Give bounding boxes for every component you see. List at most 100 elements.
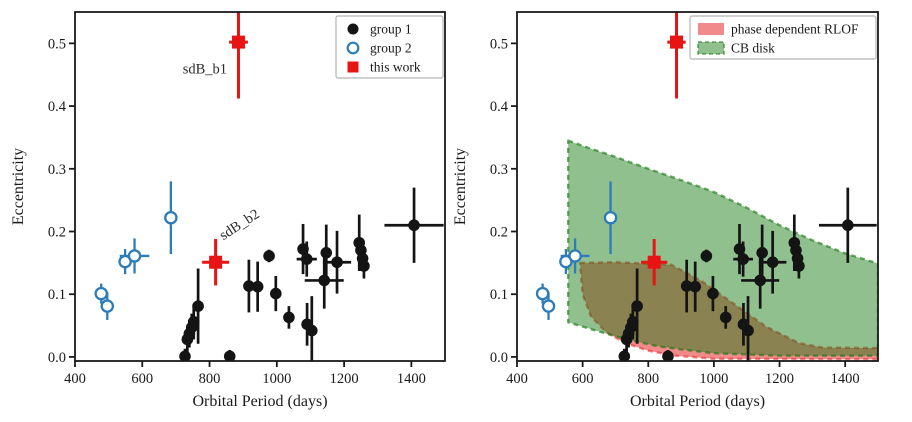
data-point-group2: [535, 286, 550, 301]
data-point-group1: [793, 260, 805, 272]
y-axis-label: Eccentricity: [452, 148, 469, 225]
annotation-sdB_b2: sdB_b2: [217, 206, 263, 244]
series-group-1: [179, 187, 444, 361]
legend-patch-rlof: [698, 23, 724, 35]
data-point-group1: [631, 300, 643, 312]
x-tick-label: 1200: [765, 371, 794, 387]
x-tick-label: 800: [199, 371, 221, 387]
data-point-group1: [756, 247, 768, 259]
data-point-group1: [306, 324, 318, 337]
legend-box: [335, 15, 444, 79]
y-tick-label: 0.3: [48, 162, 66, 178]
data-point-group1: [223, 350, 236, 361]
legend-entry-group-2: group 2: [346, 41, 412, 56]
y-tick-label: 0.1: [490, 287, 508, 303]
data-point-group2: [94, 286, 108, 301]
data-point-group2: [603, 210, 618, 225]
x-tick-label: 600: [572, 371, 594, 387]
y-tick-label: 0.0: [48, 350, 66, 366]
legend-box: [689, 15, 877, 60]
data-point-group2: [568, 249, 582, 263]
data-point-this-work: [231, 35, 245, 49]
data-point-group1: [320, 247, 333, 259]
data-point-group1: [742, 324, 754, 337]
annotation-sdB_b1: sdB_b1: [183, 61, 227, 77]
data-point-group1: [192, 300, 204, 312]
data-point-group2: [100, 299, 115, 313]
region-cb-disk: [567, 139, 878, 357]
y-tick-label: 0.5: [490, 36, 508, 52]
legend-entry-group-1: group 1: [347, 22, 412, 37]
panel-left: 400 600 800 1000 1200 1400 0.0 0.1 0.2 0.3 0.4 0.5 O…: [10, 11, 446, 410]
x-axis-label: Orbital Period (days): [192, 393, 327, 410]
data-point-group1: [270, 287, 282, 300]
legend-label: group 1: [370, 22, 412, 37]
data-point-group1: [300, 253, 313, 265]
y-tick-label: 0.3: [490, 162, 508, 178]
series-group-1: [618, 187, 877, 361]
data-point-group1: [251, 280, 264, 293]
legend-label: this work: [370, 60, 421, 75]
legend-entry-phase-dependent-RLOF: phase dependent RLOF: [698, 22, 859, 37]
data-point-group1: [719, 311, 732, 324]
x-tick-label: 1000: [699, 371, 728, 387]
axes-box: [516, 11, 879, 362]
data-point-group1: [707, 287, 719, 300]
data-point-group2: [127, 249, 142, 263]
data-point-group1: [408, 219, 420, 232]
legend-marker-group2: [346, 41, 360, 55]
data-point-group1: [754, 274, 766, 287]
data-point-group1: [358, 260, 370, 272]
data-point-group2: [164, 210, 178, 225]
data-point-group1: [627, 316, 639, 328]
data-point-group1: [766, 256, 779, 269]
x-tick-label: 800: [637, 371, 659, 387]
y-tick-label: 0.4: [48, 99, 67, 115]
data-point-this-work: [669, 35, 683, 49]
legend-marker-group1: [347, 23, 359, 35]
y-tick-label: 0.2: [490, 224, 508, 240]
x-axis-label: Orbital Period (days): [630, 393, 765, 410]
data-point-group1: [263, 250, 275, 262]
plot-area-left: [94, 12, 444, 361]
data-point-group1: [187, 316, 200, 328]
data-point-group1: [283, 311, 295, 324]
legend-patch-cb-disk: [697, 41, 725, 55]
plot-area-right: [535, 12, 878, 361]
legend-label: phase dependent RLOF: [731, 22, 859, 37]
data-point-group1: [618, 350, 631, 361]
data-point-group1: [243, 280, 255, 292]
data-point-group1: [842, 219, 854, 232]
legend-marker-this-work: [347, 61, 359, 73]
x-tick-label: 400: [506, 371, 528, 387]
y-tick-label: 0.1: [48, 287, 66, 303]
legend-entry-CB-disk: CB disk: [697, 41, 775, 56]
data-point-group1: [318, 274, 331, 287]
data-point-group1: [737, 253, 749, 265]
legend-label: group 2: [370, 41, 412, 56]
x-tick-label: 1200: [330, 371, 359, 387]
series-group-2: [535, 181, 618, 320]
series-group-2: [94, 181, 178, 320]
data-point-group1: [179, 350, 191, 361]
y-axis-label: Eccentricity: [10, 148, 27, 225]
x-tick-label: 1400: [831, 371, 860, 387]
data-point-this-work: [647, 255, 661, 269]
data-point-this-work: [209, 255, 223, 269]
legend-entry-this-work: this work: [347, 60, 421, 75]
series-this-work: [641, 12, 686, 286]
y-tick-label: 0.0: [490, 350, 508, 366]
x-tick-label: 1400: [397, 371, 426, 387]
x-tick-label: 1000: [262, 371, 291, 387]
y-tick-label: 0.5: [48, 36, 66, 52]
data-point-group1: [680, 280, 693, 292]
y-tick-label: 0.4: [490, 99, 509, 115]
data-point-group2: [541, 299, 556, 313]
x-tick-label: 600: [131, 371, 153, 387]
axes-box: [74, 11, 446, 362]
series-this-work: [202, 12, 248, 286]
x-tick-label: 400: [64, 371, 86, 387]
legend-label: CB disk: [731, 41, 775, 56]
